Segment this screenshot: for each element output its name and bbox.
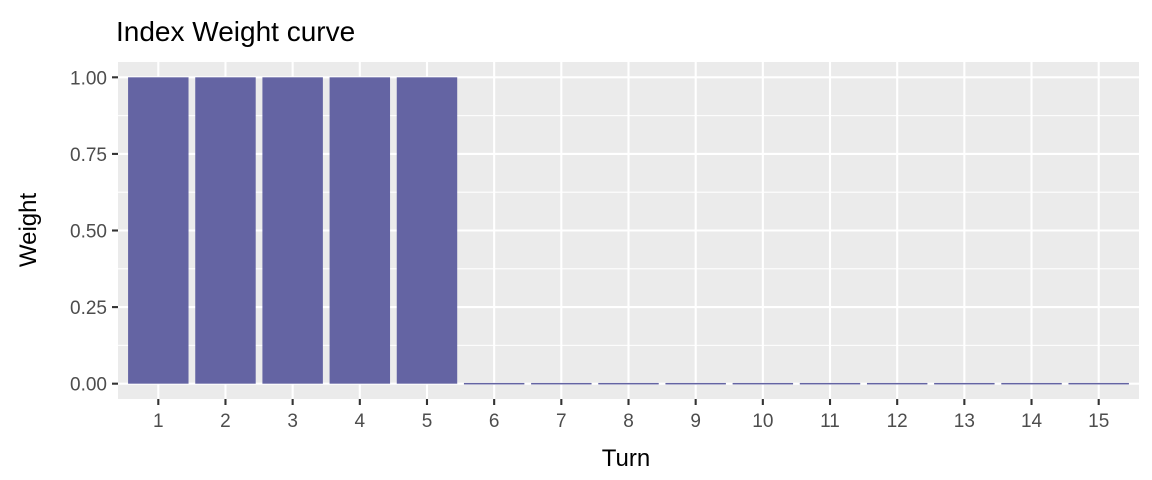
y-axis-title: Weight bbox=[15, 193, 42, 268]
bars bbox=[128, 77, 1129, 385]
x-tick-label: 3 bbox=[287, 411, 298, 432]
x-tick-label: 9 bbox=[690, 411, 701, 432]
bar-turn-6 bbox=[463, 382, 525, 385]
bar-turn-8 bbox=[598, 382, 659, 385]
x-tick-label: 1 bbox=[153, 411, 164, 432]
y-tick-label: 1.00 bbox=[70, 68, 107, 89]
bar-turn-15 bbox=[1068, 382, 1129, 385]
x-tick-label: 14 bbox=[1021, 411, 1043, 432]
x-tick-label: 15 bbox=[1088, 411, 1109, 432]
x-tick-label: 2 bbox=[220, 411, 231, 432]
bar-turn-1 bbox=[128, 77, 189, 384]
x-axis-title: Turn bbox=[602, 445, 650, 472]
y-tick-label: 0.50 bbox=[70, 222, 107, 243]
y-tick-label: 0.25 bbox=[70, 298, 107, 319]
bar-turn-9 bbox=[665, 382, 726, 385]
bar-turn-3 bbox=[262, 77, 323, 384]
x-tick-label: 10 bbox=[752, 411, 773, 432]
x-tick-label: 13 bbox=[954, 411, 975, 432]
bar-turn-12 bbox=[866, 382, 928, 385]
bar-turn-14 bbox=[1001, 382, 1062, 385]
bar-turn-11 bbox=[799, 382, 861, 385]
bar-turn-4 bbox=[329, 77, 391, 384]
bar-turn-5 bbox=[396, 77, 458, 384]
x-tick-label: 8 bbox=[623, 411, 634, 432]
bar-turn-2 bbox=[195, 77, 256, 384]
x-tick-label: 4 bbox=[355, 411, 366, 432]
x-tick-label: 12 bbox=[887, 411, 908, 432]
bar-turn-13 bbox=[934, 382, 995, 385]
x-tick-label: 5 bbox=[422, 411, 433, 432]
axes: 0.000.250.500.751.001 2 3 4 5 6 7 8 9 10 11 12 13 14 1… bbox=[70, 68, 1109, 432]
x-tick-label: 6 bbox=[489, 411, 500, 432]
bar-turn-10 bbox=[732, 382, 794, 385]
x-tick-label: 7 bbox=[556, 411, 567, 432]
x-tick-label: 11 bbox=[820, 411, 840, 432]
y-tick-label: 0.00 bbox=[70, 375, 107, 396]
bar-turn-7 bbox=[531, 382, 592, 385]
chart-title: Index Weight curve bbox=[116, 16, 355, 47]
y-tick-label: 0.75 bbox=[70, 145, 107, 166]
